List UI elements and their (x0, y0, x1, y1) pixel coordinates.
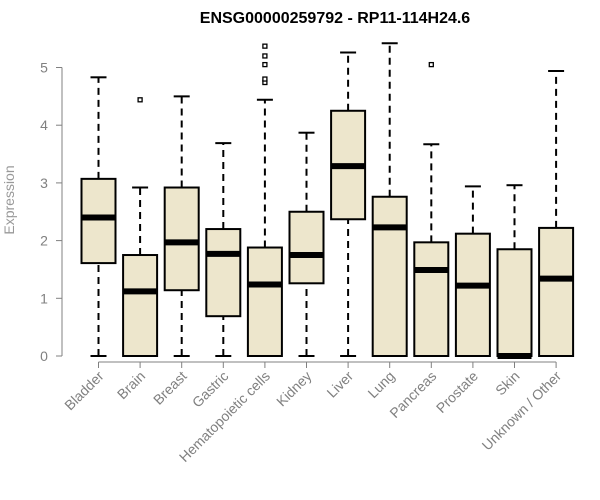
box-bladder (80, 76, 117, 357)
outlier-point (137, 97, 143, 103)
iqr-box (496, 248, 533, 358)
x-tick-label: Brain (114, 368, 148, 402)
chart-title: ENSG00000259792 - RP11-114H24.6 (200, 10, 471, 27)
x-tick-label: Unknown / Other (479, 368, 565, 454)
box-kidney (288, 131, 325, 357)
box-hematopoietic-cells (246, 43, 283, 357)
x-tick-label: Bladder (61, 368, 107, 414)
y-tick-label: 1 (40, 290, 48, 306)
box-brain (122, 97, 159, 357)
y-axis-label: Expression (1, 165, 17, 234)
iqr-box (122, 254, 159, 357)
outlier-point (262, 61, 268, 68)
y-tick-label: 3 (40, 175, 48, 191)
box-breast (163, 95, 200, 357)
box-pancreas (413, 61, 450, 357)
iqr-box (80, 177, 117, 265)
x-tick-label: Prostate (433, 368, 481, 416)
iqr-box (538, 226, 575, 357)
iqr-box (454, 232, 491, 357)
outlier-point (262, 76, 268, 82)
outlier-point (428, 61, 434, 68)
box-prostate (454, 185, 491, 357)
iqr-box (246, 246, 283, 357)
y-tick-label: 5 (40, 60, 48, 76)
y-tick-label: 0 (40, 348, 48, 364)
x-tick-label: Breast (150, 368, 190, 408)
iqr-box (288, 210, 325, 285)
outlier-point (262, 53, 268, 59)
box-skin (496, 184, 533, 359)
y-axis: 0 1 2 3 4 5 (40, 60, 63, 364)
box-gastric (205, 142, 242, 357)
box-unknown-other (538, 69, 575, 357)
box-liver (330, 51, 367, 357)
x-tick-label: Kidney (273, 368, 315, 410)
x-tick-label: Lung (364, 368, 397, 401)
y-tick-label: 4 (40, 117, 48, 133)
y-tick-label: 2 (40, 233, 48, 249)
iqr-box (163, 186, 200, 292)
x-tick-label: Skin (492, 368, 523, 399)
boxes-group (80, 42, 575, 359)
iqr-box (205, 228, 242, 318)
x-tick-label: Liver (323, 368, 356, 401)
outlier-point (262, 43, 268, 49)
iqr-box (413, 241, 450, 357)
iqr-box (371, 195, 408, 357)
box-lung (371, 42, 408, 357)
